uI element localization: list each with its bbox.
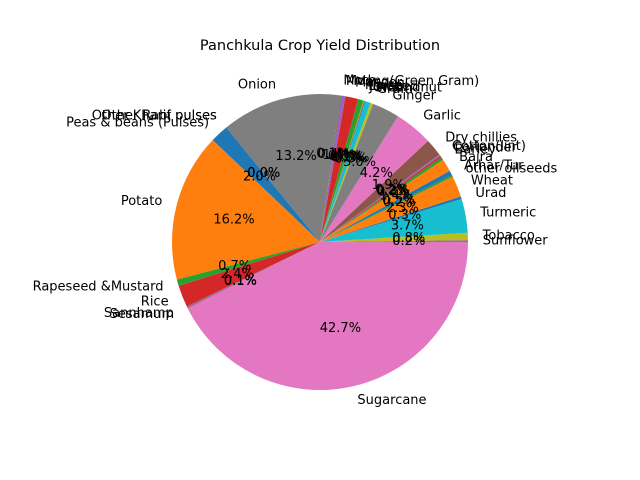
slice-label: Gram [377, 82, 413, 97]
pie-slices [171, 94, 469, 391]
percent-label: 3.7% [391, 219, 424, 234]
percent-label: 0.1% [330, 150, 363, 165]
percent-label: 0.2% [392, 234, 425, 249]
slice-label: Arhar/Tur [464, 158, 524, 173]
pie-slice [212, 127, 320, 242]
percent-label: 16.2% [213, 212, 254, 227]
slice-label: Onion [238, 78, 276, 93]
pie-slice [320, 170, 452, 242]
slice-label: Rapeseed &Mustard [33, 279, 164, 294]
percent-label: 0.6% [332, 150, 365, 165]
pie-slice [320, 174, 453, 242]
percent-label: 0.4% [318, 147, 351, 162]
percent-label: 4.2% [360, 166, 393, 181]
percent-label: 1.9% [372, 178, 405, 193]
percent-label: 0.7% [218, 259, 251, 274]
pie-slice [320, 116, 429, 242]
percent-label: 0.3% [335, 151, 368, 166]
percent-label: 0.1% [330, 150, 363, 165]
percent-label: 0.5% [382, 193, 415, 208]
pie-slice [178, 242, 320, 307]
slice-label: Rice [141, 294, 169, 309]
percent-label: 0.8% [392, 231, 425, 246]
slice-label: Turmeric [479, 206, 536, 221]
percent-labels: 0.2%0.8%3.7%0.3%2.3%0.2%0.5%1.4%0.3%0.2%… [213, 147, 425, 336]
percent-label: 1.4% [379, 188, 412, 203]
slice-label: Urad [475, 186, 506, 201]
pie-slice [320, 140, 440, 242]
percent-label: 0.1% [224, 274, 257, 289]
pie-slice [320, 100, 366, 242]
percent-label: 1.4% [323, 148, 356, 163]
percent-label: 0.0% [247, 166, 280, 181]
slice-label: Ginger [392, 89, 436, 104]
slice-label: Groundnut [373, 80, 442, 95]
percent-label: 0.3% [388, 208, 421, 223]
pie-slice [186, 242, 320, 308]
percent-label: 0.1% [224, 273, 257, 288]
percent-label: 0.6% [328, 149, 361, 164]
slice-label: Bajra [459, 150, 493, 165]
pie-slice [320, 95, 346, 242]
percent-label: 3.0% [343, 155, 376, 170]
percent-label: 0.2% [375, 182, 408, 197]
pie-slice [320, 196, 462, 242]
pie-slice [320, 232, 468, 242]
pie-slice [320, 95, 342, 242]
slice-label: Jowar [368, 79, 405, 94]
slice-label: Other Kharif pulses [92, 109, 217, 124]
chart-title: Panchkula Crop Yield Distribution [200, 38, 440, 54]
pie-slice [320, 176, 461, 242]
slice-label: Coriander [453, 141, 517, 156]
slice-label: Sannhamp [104, 306, 174, 321]
percent-label: 0.0% [247, 166, 280, 181]
slice-label: Other Rabi pulses [101, 109, 217, 124]
percent-label: 0.2% [376, 183, 409, 198]
slice-label: other oilseeds [466, 162, 558, 177]
slice-label: Cotton(lint) [452, 139, 526, 154]
slice-label: Moth [343, 73, 376, 88]
percent-label: 0.3% [377, 184, 410, 199]
pie-slice [320, 102, 374, 243]
pie-slice [320, 103, 398, 242]
slice-label: Wheat [471, 173, 513, 188]
percent-label: 2.3% [386, 201, 419, 216]
pie-slice [320, 240, 469, 242]
pie-slice [187, 242, 468, 391]
slice-label: Peas & beans (Pulses) [66, 115, 209, 130]
pie-slice [320, 98, 364, 242]
percent-label: 2.4% [221, 267, 254, 282]
slice-label: Sunflower [483, 233, 549, 248]
slice-label: Maize [365, 78, 403, 93]
slice-label: Masoor [355, 75, 403, 90]
pie-slice [320, 157, 444, 242]
slice-label: Garlic [423, 109, 461, 124]
percent-label: 42.7% [320, 321, 361, 336]
percent-label: 0.2% [383, 195, 416, 210]
slice-label: Sesamum [110, 307, 175, 322]
pie-slice [320, 155, 442, 242]
slice-label: Potato [121, 194, 162, 209]
slice-label: Barley [454, 143, 496, 158]
pie-slice [320, 101, 371, 242]
slice-label: Moong(Green Gram) [346, 74, 479, 89]
percent-label: 0.1% [316, 147, 349, 162]
percent-label: 2.0% [243, 169, 276, 184]
slice-label: Sugarcane [357, 393, 426, 408]
slice-label: Dry chillies [445, 131, 517, 146]
pie-slice [226, 94, 341, 242]
slice-label: Tobacco [482, 228, 535, 243]
pie-slice [171, 140, 320, 280]
percent-label: 13.2% [275, 149, 316, 164]
slice-label: Linseed [368, 79, 418, 94]
pie-slice [320, 159, 450, 242]
pie-slice [320, 100, 365, 243]
pie-slice [176, 242, 320, 286]
pie-slice [320, 199, 468, 242]
pie-slice [320, 96, 359, 242]
pie-slice [187, 242, 320, 309]
pie-slice [320, 154, 441, 242]
